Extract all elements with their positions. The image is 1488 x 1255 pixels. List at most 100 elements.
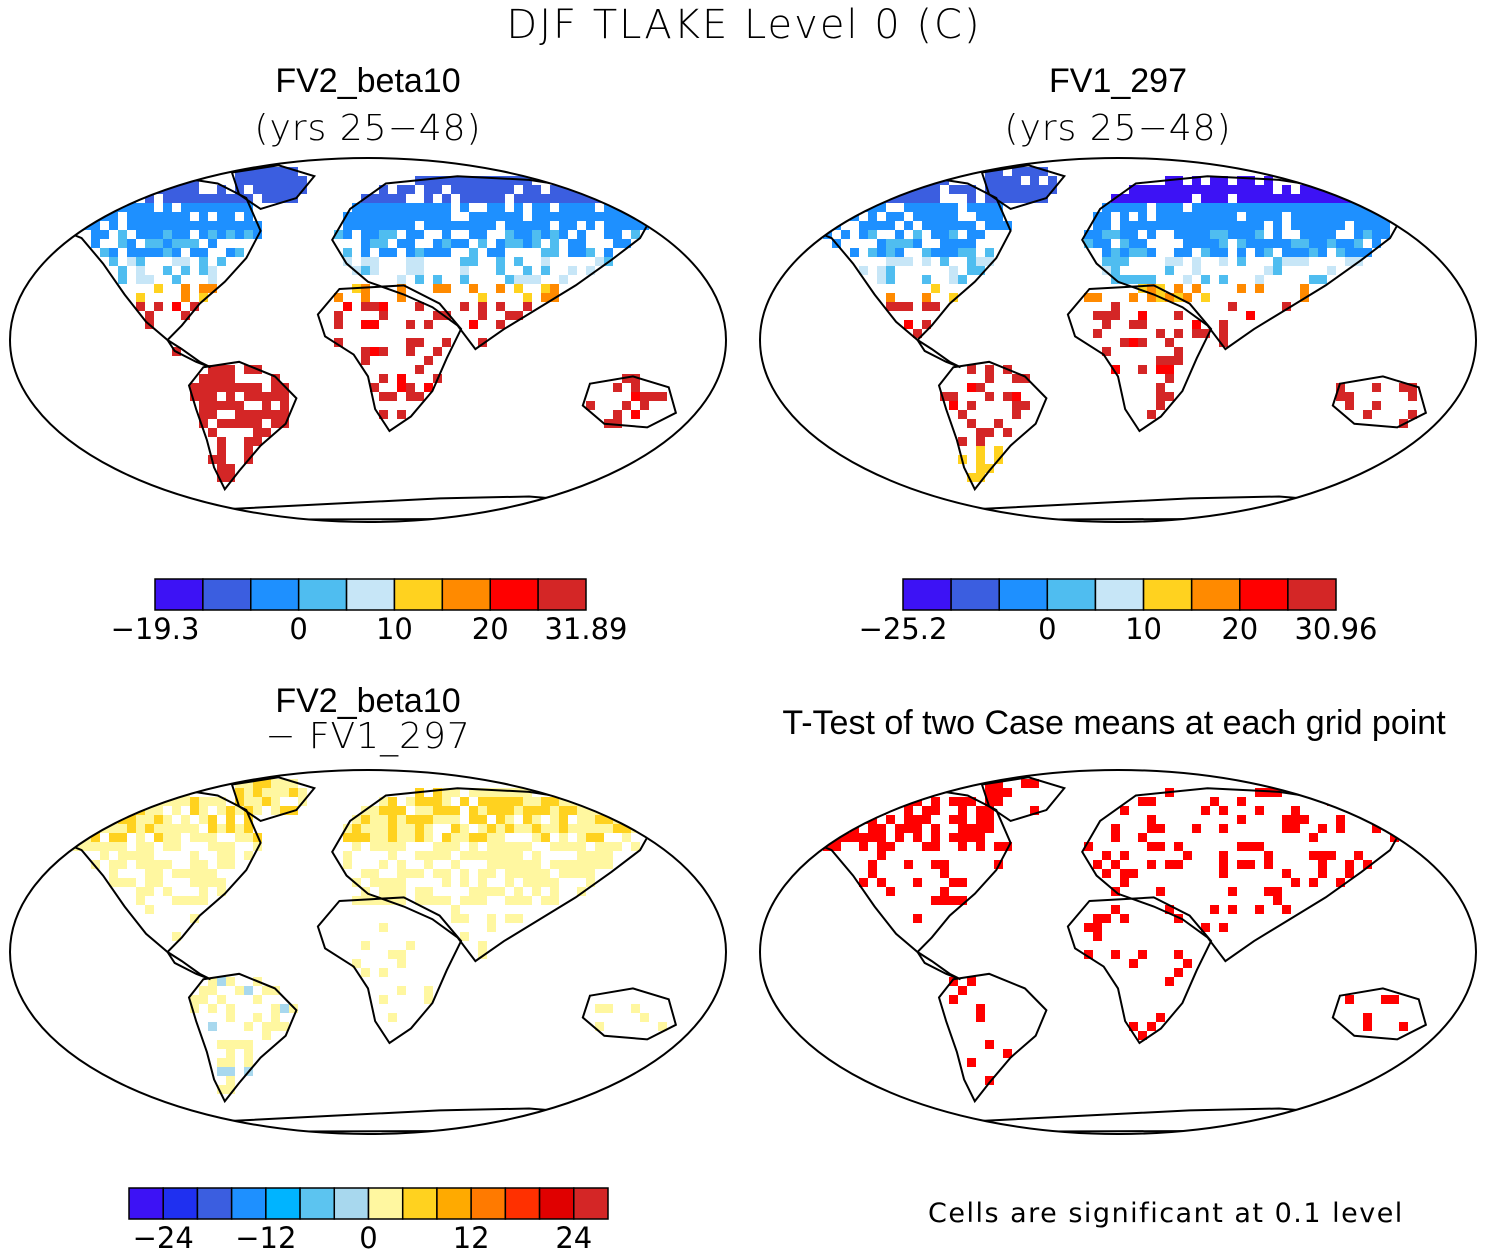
grid-cell bbox=[244, 383, 253, 392]
grid-cell bbox=[931, 842, 940, 851]
grid-cell bbox=[226, 1058, 235, 1067]
grid-cell bbox=[1291, 203, 1300, 212]
grid-cell bbox=[478, 941, 487, 950]
grid-cell bbox=[868, 860, 877, 869]
grid-cell bbox=[469, 851, 478, 860]
grid-cell bbox=[1327, 212, 1336, 221]
grid-cell bbox=[460, 824, 469, 833]
grid-cell bbox=[1111, 266, 1120, 275]
grid-cell bbox=[91, 806, 100, 815]
grid-cell bbox=[262, 428, 271, 437]
grid-cell bbox=[487, 185, 496, 194]
grid-cell bbox=[1264, 266, 1273, 275]
grid-cell bbox=[433, 185, 442, 194]
grid-cell bbox=[868, 194, 877, 203]
grid-cell bbox=[208, 410, 217, 419]
grid-cell bbox=[496, 824, 505, 833]
grid-cell bbox=[1300, 815, 1309, 824]
grid-cell bbox=[370, 824, 379, 833]
grid-cell bbox=[271, 410, 280, 419]
grid-cell bbox=[361, 257, 370, 266]
grid-cell bbox=[424, 986, 433, 995]
grid-cell bbox=[64, 194, 73, 203]
grid-cell bbox=[823, 833, 832, 842]
grid-cell bbox=[1147, 275, 1156, 284]
grid-cell bbox=[1138, 1031, 1147, 1040]
grid-cell bbox=[262, 986, 271, 995]
grid-cell bbox=[487, 221, 496, 230]
grid-cell bbox=[82, 842, 91, 851]
grid-cell bbox=[91, 221, 100, 230]
grid-cell bbox=[1282, 257, 1291, 266]
grid-cell bbox=[451, 185, 460, 194]
grid-cell bbox=[244, 167, 253, 176]
grid-cell bbox=[877, 239, 886, 248]
grid-cell bbox=[559, 797, 568, 806]
coastline-africa bbox=[316, 896, 463, 1045]
grid-cell bbox=[967, 1058, 976, 1067]
grid-cell bbox=[496, 302, 505, 311]
grid-cell bbox=[586, 401, 595, 410]
grid-cell bbox=[415, 833, 424, 842]
grid-cell bbox=[985, 212, 994, 221]
grid-cell bbox=[922, 248, 931, 257]
grid-cell bbox=[199, 878, 208, 887]
grid-cell bbox=[163, 833, 172, 842]
grid-cell bbox=[832, 194, 841, 203]
grid-cell bbox=[1291, 878, 1300, 887]
grid-cell bbox=[163, 203, 172, 212]
grid-cell bbox=[1300, 257, 1309, 266]
grid-cell bbox=[235, 410, 244, 419]
grid-cell bbox=[577, 248, 586, 257]
grid-cell bbox=[217, 194, 226, 203]
grid-cell bbox=[460, 797, 469, 806]
grid-cell bbox=[604, 824, 613, 833]
grid-cell bbox=[850, 806, 859, 815]
grid-cell bbox=[415, 302, 424, 311]
grid-cell bbox=[1183, 212, 1192, 221]
grid-cell bbox=[922, 203, 931, 212]
grid-cell bbox=[406, 257, 415, 266]
grid-cell bbox=[199, 419, 208, 428]
grid-cell bbox=[406, 266, 415, 275]
grid-cell bbox=[631, 392, 640, 401]
grid-cell bbox=[271, 374, 280, 383]
grid-cell bbox=[1210, 194, 1219, 203]
grid-cell bbox=[469, 788, 478, 797]
grid-cell bbox=[595, 212, 604, 221]
grid-cell bbox=[1120, 221, 1129, 230]
grid-cell bbox=[262, 194, 271, 203]
grid-cell bbox=[181, 203, 190, 212]
grid-cell bbox=[1255, 185, 1264, 194]
colorbar-tick-label: −24 bbox=[132, 1221, 194, 1255]
grid-cell bbox=[208, 194, 217, 203]
grid-cell bbox=[949, 212, 958, 221]
colorbar-swatch bbox=[367, 1187, 404, 1220]
grid-cell bbox=[1327, 230, 1336, 239]
grid-cell bbox=[895, 797, 904, 806]
grid-cell bbox=[523, 194, 532, 203]
grid-cell bbox=[334, 230, 343, 239]
grid-cell bbox=[967, 185, 976, 194]
grid-cell bbox=[904, 320, 913, 329]
grid-cell bbox=[604, 815, 613, 824]
grid-cell bbox=[397, 203, 406, 212]
grid-cell bbox=[523, 221, 532, 230]
grid-cell bbox=[814, 815, 823, 824]
grid-cell bbox=[505, 185, 514, 194]
grid-cell bbox=[208, 878, 217, 887]
grid-cell bbox=[496, 860, 505, 869]
grid-cell bbox=[505, 806, 514, 815]
grid-cell bbox=[1210, 230, 1219, 239]
grid-cell bbox=[505, 221, 514, 230]
grid-cell bbox=[253, 383, 262, 392]
grid-cell bbox=[1237, 194, 1246, 203]
grid-cell bbox=[118, 851, 127, 860]
grid-cell bbox=[886, 176, 895, 185]
grid-cell bbox=[442, 833, 451, 842]
grid-cell bbox=[379, 311, 388, 320]
grid-cell bbox=[514, 842, 523, 851]
grid-cell bbox=[487, 203, 496, 212]
grid-cell bbox=[154, 815, 163, 824]
grid-cell bbox=[1129, 293, 1138, 302]
